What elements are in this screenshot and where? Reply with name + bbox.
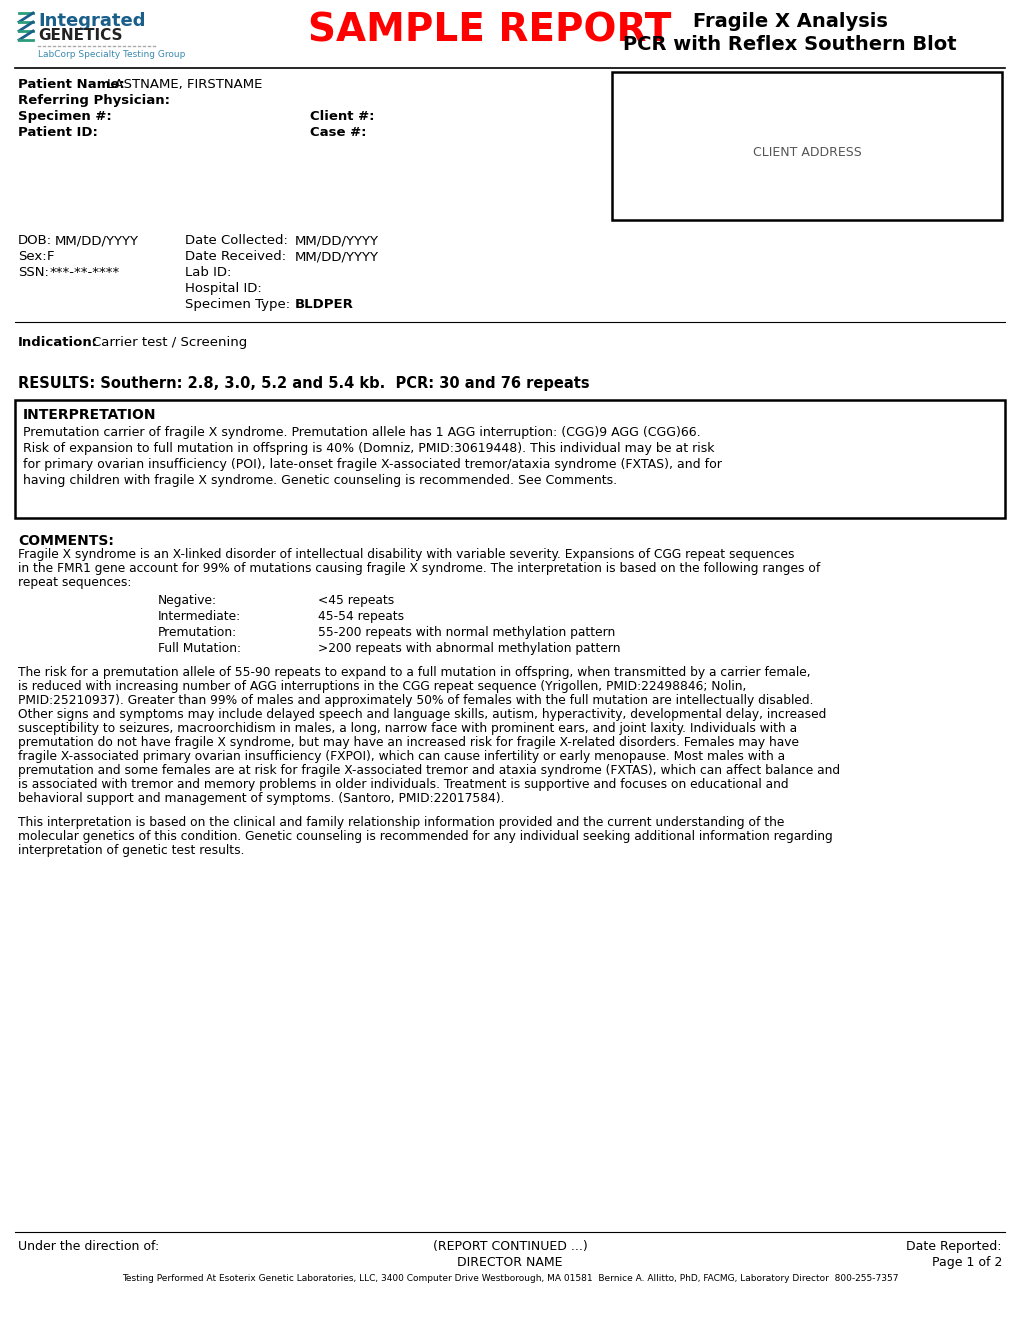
Text: Specimen #:: Specimen #:: [18, 110, 112, 123]
Text: Date Reported:: Date Reported:: [906, 1239, 1001, 1253]
Text: The risk for a premutation allele of 55-90 repeats to expand to a full mutation : The risk for a premutation allele of 55-…: [18, 667, 810, 678]
Text: repeat sequences:: repeat sequences:: [18, 576, 131, 589]
Text: (REPORT CONTINUED ...): (REPORT CONTINUED ...): [432, 1239, 587, 1253]
Text: CLIENT ADDRESS: CLIENT ADDRESS: [752, 145, 860, 158]
Text: <45 repeats: <45 repeats: [318, 594, 394, 607]
Text: This interpretation is based on the clinical and family relationship information: This interpretation is based on the clin…: [18, 816, 784, 829]
Text: in the FMR1 gene account for 99% of mutations causing fragile X syndrome. The in: in the FMR1 gene account for 99% of muta…: [18, 562, 819, 576]
Text: having children with fragile X syndrome. Genetic counseling is recommended. See : having children with fragile X syndrome.…: [23, 474, 616, 487]
Text: Lab ID:: Lab ID:: [184, 267, 231, 279]
Text: INTERPRETATION: INTERPRETATION: [23, 408, 156, 422]
Text: Fragile X syndrome is an X-linked disorder of intellectual disability with varia: Fragile X syndrome is an X-linked disord…: [18, 548, 794, 561]
Text: ***-**-****: ***-**-****: [50, 267, 120, 279]
Text: Page 1 of 2: Page 1 of 2: [930, 1257, 1001, 1269]
Text: Indication:: Indication:: [18, 337, 98, 348]
Text: Patient Name:: Patient Name:: [18, 78, 124, 91]
Text: behavioral support and management of symptoms. (Santoro, PMID:22017584).: behavioral support and management of sym…: [18, 792, 504, 805]
Text: COMMENTS:: COMMENTS:: [18, 535, 114, 548]
Bar: [15, 400, 1004, 517]
Text: is reduced with increasing number of AGG interruptions in the CGG repeat sequenc: is reduced with increasing number of AGG…: [18, 680, 746, 693]
Text: interpretation of genetic test results.: interpretation of genetic test results.: [18, 843, 245, 857]
Text: DIRECTOR NAME: DIRECTOR NAME: [457, 1257, 562, 1269]
Text: Integrated: Integrated: [38, 12, 146, 30]
Text: LabCorp Specialty Testing Group: LabCorp Specialty Testing Group: [38, 50, 185, 59]
Text: Risk of expansion to full mutation in offspring is 40% (Domniz, PMID:30619448). : Risk of expansion to full mutation in of…: [23, 442, 713, 455]
Text: premutation and some females are at risk for fragile X-associated tremor and ata: premutation and some females are at risk…: [18, 764, 840, 777]
Text: Date Received:: Date Received:: [184, 249, 286, 263]
Text: SSN:: SSN:: [18, 267, 49, 279]
Text: Date Collected:: Date Collected:: [184, 234, 287, 247]
Text: Premutation:: Premutation:: [158, 626, 236, 639]
Text: Specimen Type:: Specimen Type:: [184, 298, 289, 312]
Text: Premutation carrier of fragile X syndrome. Premutation allele has 1 AGG interrup: Premutation carrier of fragile X syndrom…: [23, 426, 700, 440]
Text: Negative:: Negative:: [158, 594, 217, 607]
Text: molecular genetics of this condition. Genetic counseling is recommended for any : molecular genetics of this condition. Ge…: [18, 830, 832, 843]
Text: MM/DD/YYYY: MM/DD/YYYY: [294, 249, 379, 263]
Text: BLDPER: BLDPER: [294, 298, 354, 312]
Text: LASTNAME, FIRSTNAME: LASTNAME, FIRSTNAME: [107, 78, 262, 91]
Text: MM/DD/YYYY: MM/DD/YYYY: [55, 234, 139, 247]
Text: Referring Physician:: Referring Physician:: [18, 94, 170, 107]
Text: is associated with tremor and memory problems in older individuals. Treatment is: is associated with tremor and memory pro…: [18, 777, 788, 791]
Text: Patient ID:: Patient ID:: [18, 125, 98, 139]
Text: F: F: [47, 249, 54, 263]
Bar: [611, 73, 1001, 220]
Text: PCR with Reflex Southern Blot: PCR with Reflex Southern Blot: [623, 36, 956, 54]
Text: Intermediate:: Intermediate:: [158, 610, 240, 623]
Text: Testing Performed At Esoterix Genetic Laboratories, LLC, 3400 Computer Drive Wes: Testing Performed At Esoterix Genetic La…: [121, 1274, 898, 1283]
Text: Sex:: Sex:: [18, 249, 47, 263]
Text: Carrier test / Screening: Carrier test / Screening: [92, 337, 247, 348]
Text: >200 repeats with abnormal methylation pattern: >200 repeats with abnormal methylation p…: [318, 642, 620, 655]
Text: susceptibility to seizures, macroorchidism in males, a long, narrow face with pr: susceptibility to seizures, macroorchidi…: [18, 722, 796, 735]
Text: MM/DD/YYYY: MM/DD/YYYY: [294, 234, 379, 247]
Text: Full Mutation:: Full Mutation:: [158, 642, 240, 655]
Text: for primary ovarian insufficiency (POI), late-onset fragile X-associated tremor/: for primary ovarian insufficiency (POI),…: [23, 458, 721, 471]
Text: Hospital ID:: Hospital ID:: [184, 282, 262, 294]
Text: DOB:: DOB:: [18, 234, 52, 247]
Text: 45-54 repeats: 45-54 repeats: [318, 610, 404, 623]
Text: Other signs and symptoms may include delayed speech and language skills, autism,: Other signs and symptoms may include del…: [18, 708, 825, 721]
Text: GENETICS: GENETICS: [38, 28, 122, 44]
Text: Client #:: Client #:: [310, 110, 374, 123]
Text: Case #:: Case #:: [310, 125, 366, 139]
Text: Under the direction of:: Under the direction of:: [18, 1239, 159, 1253]
Text: RESULTS: Southern: 2.8, 3.0, 5.2 and 5.4 kb.  PCR: 30 and 76 repeats: RESULTS: Southern: 2.8, 3.0, 5.2 and 5.4…: [18, 376, 589, 391]
Text: SAMPLE REPORT: SAMPLE REPORT: [308, 12, 672, 50]
Text: premutation do not have fragile X syndrome, but may have an increased risk for f: premutation do not have fragile X syndro…: [18, 737, 798, 748]
Text: 55-200 repeats with normal methylation pattern: 55-200 repeats with normal methylation p…: [318, 626, 614, 639]
Text: Fragile X Analysis: Fragile X Analysis: [692, 12, 887, 30]
Text: PMID:25210937). Greater than 99% of males and approximately 50% of females with : PMID:25210937). Greater than 99% of male…: [18, 694, 813, 708]
Text: fragile X-associated primary ovarian insufficiency (FXPOI), which can cause infe: fragile X-associated primary ovarian ins…: [18, 750, 785, 763]
